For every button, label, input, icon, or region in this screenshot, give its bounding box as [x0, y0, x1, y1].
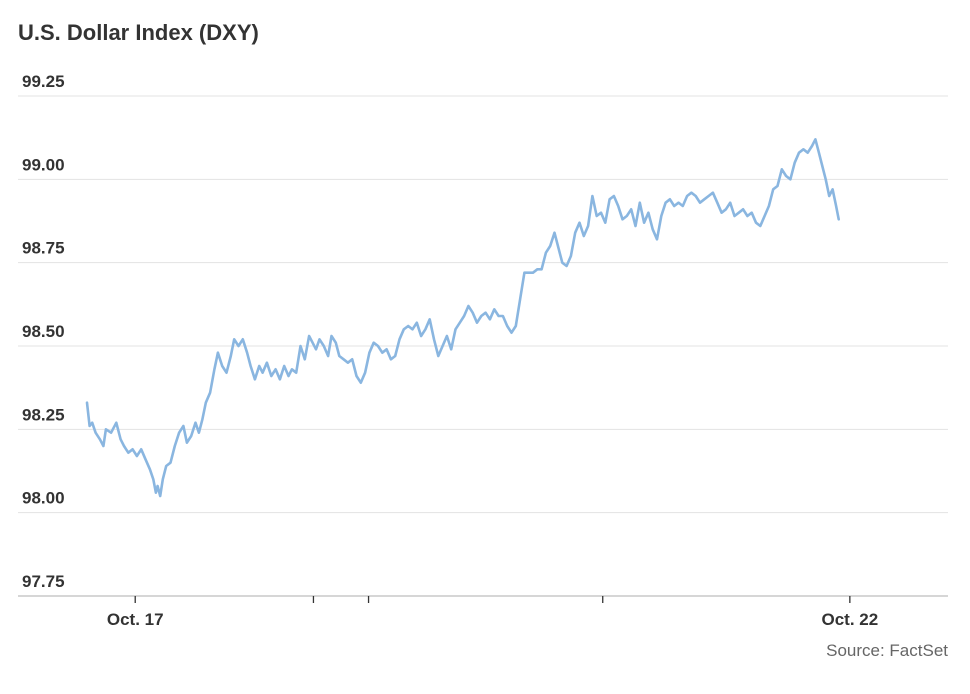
- y-tick-label: 98.25: [22, 405, 65, 424]
- source-note: Source: FactSet: [826, 641, 948, 660]
- y-axis-tick-labels: 97.75 98.00 98.25 98.50 98.75 99.00 99.25: [22, 72, 65, 591]
- y-tick-label: 99.25: [22, 72, 65, 91]
- x-tick-label: Oct. 22: [821, 610, 878, 629]
- chart-title: U.S. Dollar Index (DXY): [18, 20, 259, 45]
- x-tick-label: Oct. 17: [107, 610, 164, 629]
- gridlines: [18, 95, 948, 597]
- y-tick-label: 98.00: [22, 489, 65, 508]
- y-tick-label: 98.50: [22, 322, 65, 341]
- series-group: [85, 138, 840, 498]
- x-axis: Oct. 17 Oct. 22: [107, 596, 878, 629]
- y-tick-label: 98.75: [22, 239, 65, 258]
- y-tick-label: 97.75: [22, 572, 65, 591]
- y-tick-label: 99.00: [22, 155, 65, 174]
- series-line: [85, 138, 840, 498]
